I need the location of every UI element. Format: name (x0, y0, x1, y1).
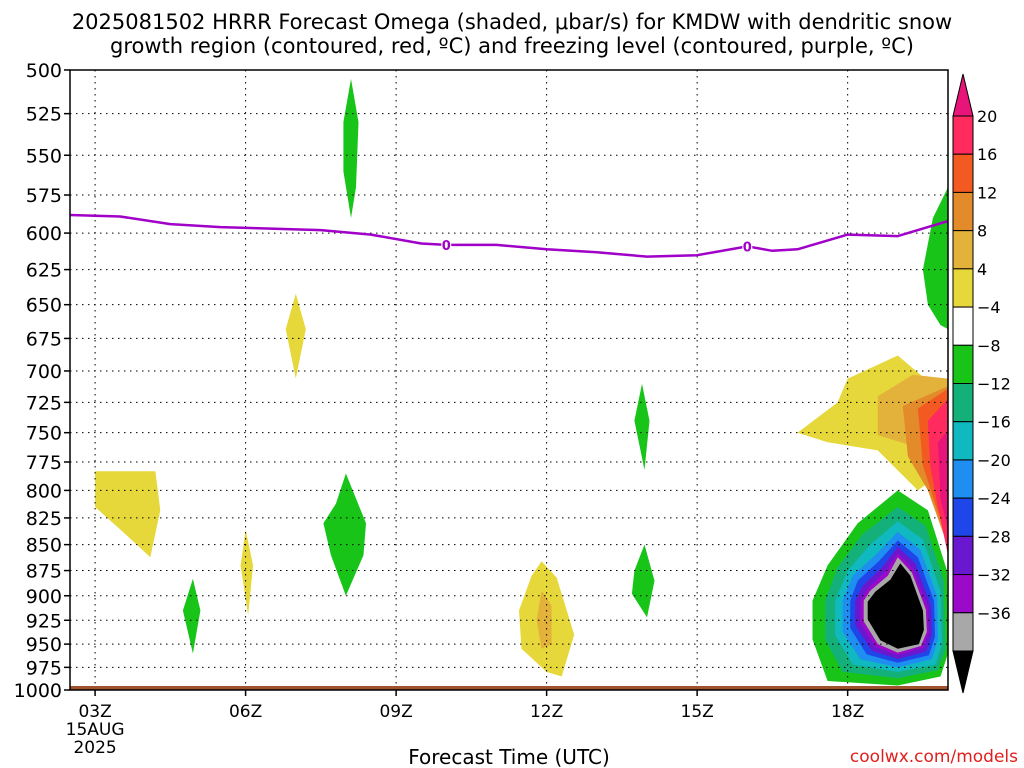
y-tick-label-675: 675 (26, 328, 62, 350)
x-axis-title: Forecast Time (UTC) (408, 745, 610, 768)
credit-text: coolwx.com/models (850, 747, 1018, 767)
colorbar-swatch-0 (952, 115, 974, 155)
omega-shaded-region-7 (182, 578, 201, 654)
y-axis: 500 525 550 575 600 625 650 675 700 725 750 775 800 8… (14, 60, 70, 702)
y-tick-label-925: 925 (26, 610, 62, 632)
y-tick-label-950: 950 (26, 634, 62, 656)
colorbar-swatch-2 (952, 191, 974, 232)
omega-shaded-region-1 (285, 293, 306, 379)
colorbar-label-7: −12 (977, 375, 1011, 394)
colorbar-bottom-arrow (952, 650, 974, 694)
chart-title-line-2: growth region (contoured, red, ºC) and f… (110, 34, 914, 58)
colorbar-label-10: −24 (977, 489, 1011, 508)
freezing-level-label-0: 0 (442, 239, 451, 254)
x-tick-label-09Z: 09Z (379, 702, 412, 722)
freezing-level-label-bg-0 (441, 236, 452, 253)
colorbar-label-3: 8 (977, 222, 987, 241)
colorbar-swatch-6 (952, 344, 974, 384)
colorbar-label-6: −8 (977, 336, 1001, 355)
colorbar-label-5: −4 (977, 298, 1001, 317)
plot-background (70, 70, 948, 690)
colorbar-label-1: 16 (977, 145, 997, 164)
omega-shaded-region-25 (867, 563, 924, 649)
colorbar-swatch-13 (952, 612, 974, 652)
y-tick-label-650: 650 (26, 295, 62, 317)
colorbar-swatch-12 (952, 574, 974, 614)
x-date-label-day: 15AUG (66, 720, 125, 740)
omega-shaded-region-16 (938, 430, 948, 529)
y-tick-label-725: 725 (26, 392, 62, 414)
omega-shaded-region-0 (95, 471, 161, 558)
colorbar-swatch-8 (952, 421, 974, 461)
ground-strip (70, 686, 948, 690)
x-tick-label-18Z: 18Z (831, 702, 864, 722)
colorbar-label-8: −16 (977, 413, 1011, 432)
y-tick-label-775: 775 (26, 452, 62, 474)
freezing-level-line (70, 213, 948, 258)
colorbar-top-arrow (952, 73, 974, 117)
y-tick-label-875: 875 (26, 561, 62, 583)
y-tick-label-900: 900 (26, 586, 62, 608)
omega-shaded-region-9 (631, 544, 655, 618)
colorbar-swatch-9 (952, 459, 974, 499)
y-tick-label-975: 975 (26, 657, 62, 679)
grid-lines (70, 70, 948, 690)
colorbar-swatch-10 (952, 497, 974, 537)
colorbar: 20 16 12 8 4 −4 −8 −12 −16 −20 −24 −28 −32 −36 (952, 73, 1011, 694)
y-tick-label-600: 600 (26, 223, 62, 245)
y-tick-label-800: 800 (26, 480, 62, 502)
colorbar-label-12: −32 (977, 566, 1011, 585)
colorbar-label-11: −28 (977, 527, 1011, 546)
colorbar-label-13: −36 (977, 604, 1011, 623)
colorbar-swatch-5 (952, 306, 974, 346)
x-tick-label-12Z: 12Z (530, 702, 563, 722)
x-tick-label-15Z: 15Z (681, 702, 714, 722)
freezing-level-label-bg-1 (742, 238, 753, 255)
omega-shaded-region-8 (634, 383, 650, 470)
y-tick-label-575: 575 (26, 185, 62, 207)
y-tick-label-850: 850 (26, 535, 62, 557)
colorbar-swatch-1 (952, 153, 974, 193)
colorbar-label-9: −20 (977, 451, 1011, 470)
colorbar-swatch-4 (952, 268, 974, 308)
omega-shaded-region-6 (323, 473, 366, 596)
x-date-label-year: 2025 (73, 738, 116, 758)
y-tick-label-550: 550 (26, 145, 62, 167)
freezing-level-label-1: 0 (743, 240, 752, 255)
colorbar-label-0: 20 (977, 107, 997, 126)
y-tick-label-500: 500 (26, 60, 62, 82)
y-tick-label-625: 625 (26, 260, 62, 282)
colorbar-label-4: 4 (977, 260, 987, 279)
plot-frame (69, 69, 949, 691)
y-tick-label-525: 525 (26, 104, 62, 126)
colorbar-swatch-11 (952, 535, 974, 576)
omega-shaded-region-2 (240, 529, 254, 616)
x-tick-label-03Z: 03Z (78, 702, 111, 722)
y-tick-label-1000: 1000 (14, 680, 62, 702)
colorbar-swatch-7 (952, 383, 974, 423)
y-tick-label-825: 825 (26, 508, 62, 530)
chart-title-line-1: 2025081502 HRRR Forecast Omega (shaded, … (72, 10, 952, 34)
colorbar-label-2: 12 (977, 183, 997, 202)
y-tick-label-750: 750 (26, 423, 62, 445)
y-tick-label-700: 700 (26, 361, 62, 383)
x-tick-label-06Z: 06Z (229, 702, 262, 722)
colorbar-swatch-3 (952, 230, 974, 270)
